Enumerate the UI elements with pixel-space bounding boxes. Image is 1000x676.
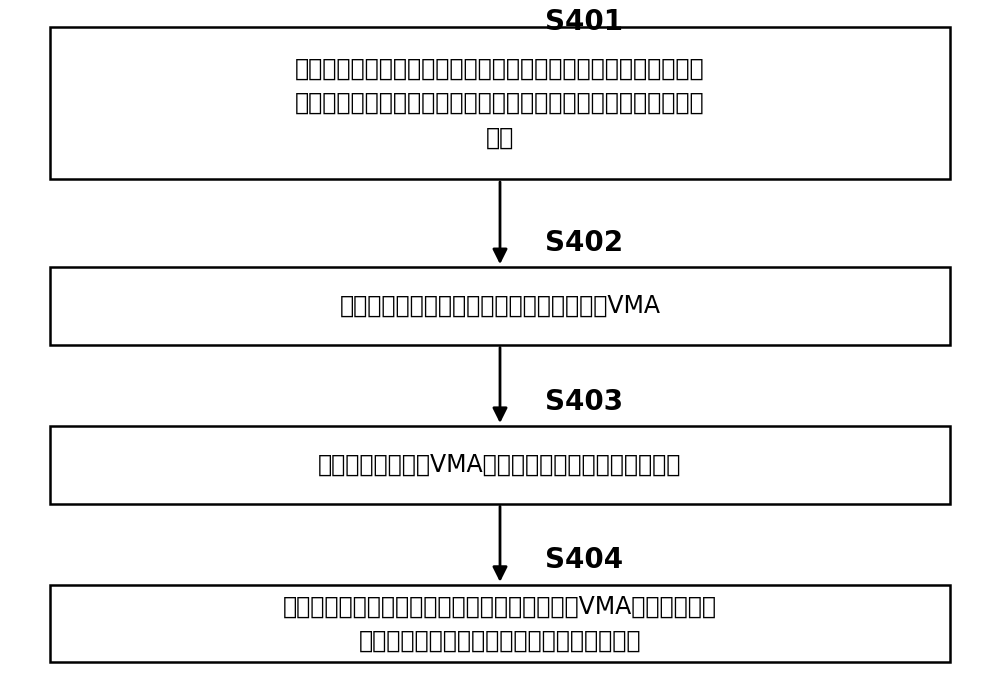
Bar (50, 585, 950, 662)
Text: 解除各第一映射页表中存储的第一内存页与第一VMA之间的映射关
系，并从第一内存页链表中删除各第一内存页: 解除各第一映射页表中存储的第一内存页与第一VMA之间的映射关 系，并从第一内存页… (283, 594, 717, 653)
Text: 确定分配了各第一VMA的第一进程对应的第一映射页表: 确定分配了各第一VMA的第一进程对应的第一映射页表 (318, 453, 682, 477)
Text: S402: S402 (545, 229, 623, 258)
Text: S404: S404 (545, 546, 623, 574)
Text: 从非活跃的第一内存页链表的起始内存页开始，基于目标回收数量
，逐个确定回收成本表征值小于等于第一回收成本限制值的第一内
存页: 从非活跃的第一内存页链表的起始内存页开始，基于目标回收数量 ，逐个确定回收成本表… (295, 57, 705, 149)
Text: S403: S403 (545, 387, 623, 416)
Bar (50, 27, 950, 179)
Bar (50, 426, 950, 504)
Bar (50, 267, 950, 345)
Text: 确定与每一第一内存页存在映射关系的第一VMA: 确定与每一第一内存页存在映射关系的第一VMA (340, 294, 660, 318)
Text: S401: S401 (545, 7, 623, 36)
